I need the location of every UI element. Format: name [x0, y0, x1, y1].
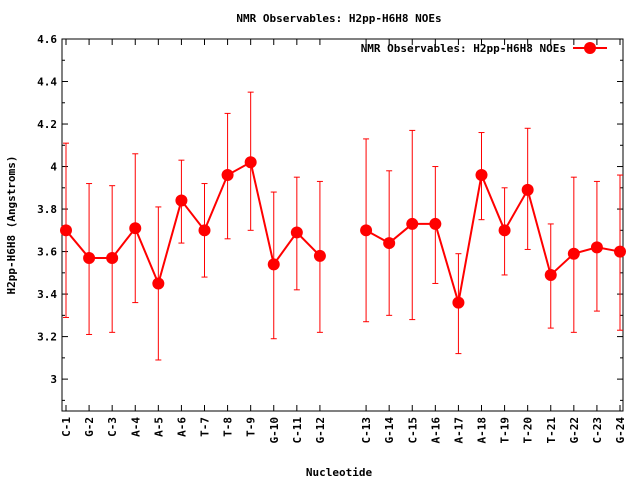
y-tick-label: 3.4	[37, 288, 57, 301]
error-bars	[63, 91, 623, 361]
data-point	[521, 183, 534, 196]
x-tick-label: G-2	[83, 417, 96, 437]
x-tick-label: G-14	[383, 417, 396, 444]
x-tick-label: G-24	[614, 417, 627, 444]
x-tick-label: C-3	[106, 417, 119, 437]
x-tick-label: A-5	[152, 417, 165, 437]
y-tick-label: 3.6	[37, 246, 57, 259]
series-line	[365, 171, 621, 303]
data-point	[129, 222, 142, 235]
chart-title: NMR Observables: H2pp-H6H8 NOEs	[236, 12, 441, 25]
data-point	[590, 241, 603, 254]
x-tick-label: G-22	[568, 417, 581, 444]
x-tick-label: A-18	[476, 417, 489, 444]
y-tick-label: 4.2	[37, 118, 57, 131]
y-tick-label: 3.8	[37, 203, 57, 216]
data-point	[475, 169, 488, 182]
x-tick-label: C-13	[360, 417, 373, 444]
data-point	[614, 245, 626, 258]
x-tick-label: C-11	[291, 417, 304, 444]
y-axis-label: H2pp-H6H8 (Angstroms)	[5, 155, 18, 294]
data-point	[429, 217, 442, 230]
data-point	[360, 224, 373, 237]
data-point	[60, 224, 72, 237]
x-tick-label: T-8	[222, 417, 235, 437]
data-point	[567, 247, 580, 260]
x-tick-label: A-16	[429, 417, 442, 444]
x-tick-label: G-10	[268, 417, 281, 444]
data-point	[221, 169, 234, 182]
x-tick-label: C-23	[591, 417, 604, 444]
data-point	[498, 224, 511, 237]
data-point	[83, 251, 96, 264]
data-point	[544, 268, 557, 281]
x-tick-label: C-1	[60, 417, 73, 437]
data-point	[152, 277, 165, 290]
y-tick-label: 3	[50, 373, 57, 386]
x-tick-label: C-15	[406, 417, 419, 444]
x-axis: C-1 G-2 C-3 A-4 A-5 A-6 T-7 T-8 T-9 G-10 C-11 G-12 C…	[60, 39, 627, 444]
series-lines	[65, 160, 621, 303]
x-tick-label: T-21	[545, 417, 558, 444]
legend-marker	[584, 42, 596, 54]
x-tick-label: G-12	[314, 417, 327, 444]
data-point	[313, 249, 326, 262]
x-tick-label: T-19	[499, 417, 512, 444]
x-tick-label: A-4	[129, 417, 142, 437]
x-tick-label: T-20	[522, 417, 535, 444]
data-point	[175, 194, 188, 207]
y-axis: 3 3.2 3.4 3.6 3.8 4 4.2 4.4 4.6	[37, 33, 623, 401]
x-tick-label: T-9	[245, 417, 258, 437]
data-point	[267, 258, 280, 271]
data-point	[383, 237, 396, 250]
y-tick-label: 4.4	[37, 76, 57, 89]
data-point	[106, 251, 119, 264]
x-tick-label: A-17	[452, 417, 465, 444]
legend-label: NMR Observables: H2pp-H6H8 NOEs	[361, 42, 566, 55]
data-point	[406, 217, 419, 230]
legend: NMR Observables: H2pp-H6H8 NOEs	[361, 42, 607, 55]
data-point	[290, 226, 303, 239]
data-point	[244, 156, 257, 169]
plot-frame	[61, 38, 624, 412]
data-points	[60, 156, 626, 309]
series-line	[65, 160, 321, 287]
y-tick-label: 3.2	[37, 331, 57, 344]
x-tick-label: A-6	[175, 417, 188, 437]
y-tick-label: 4	[50, 161, 57, 174]
x-axis-label: Nucleotide	[306, 466, 373, 479]
data-point	[452, 296, 465, 309]
data-point	[198, 224, 211, 237]
y-tick-label: 4.6	[37, 33, 57, 46]
x-tick-label: T-7	[199, 417, 212, 437]
